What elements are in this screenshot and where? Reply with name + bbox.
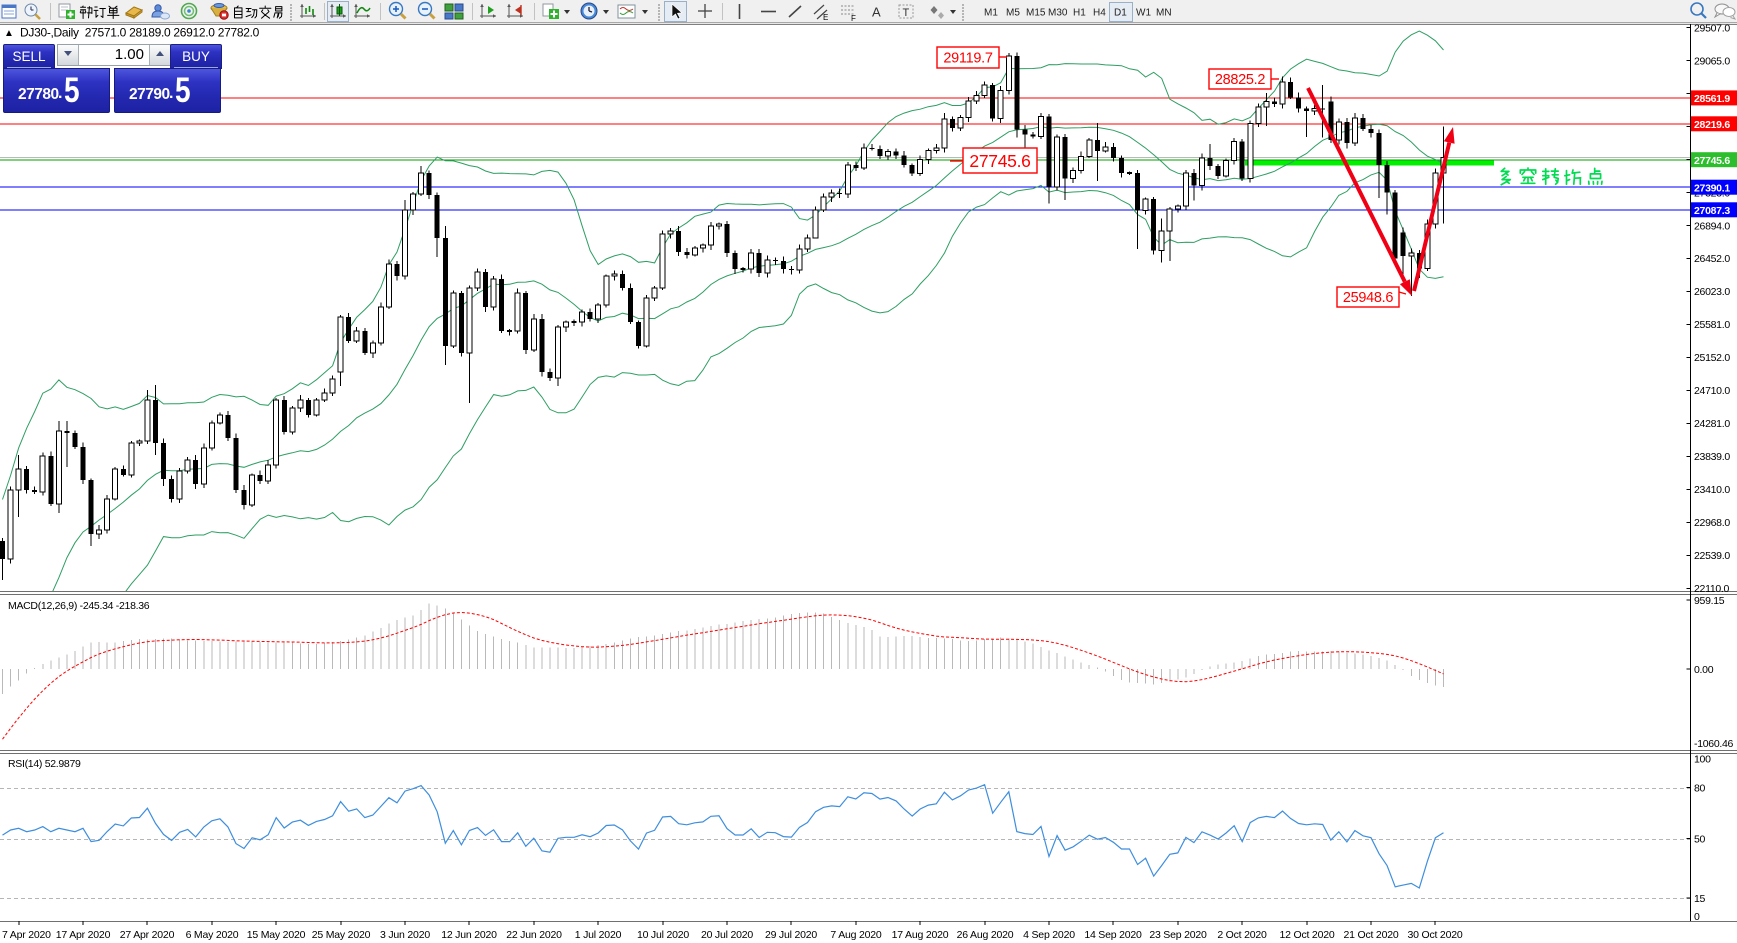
svg-text:T: T xyxy=(903,7,910,19)
svg-text:23 Sep 2020: 23 Sep 2020 xyxy=(1149,929,1207,941)
svg-text:28219.6: 28219.6 xyxy=(1694,119,1730,131)
svg-text:14 Sep 2020: 14 Sep 2020 xyxy=(1084,929,1142,941)
svg-text:25152.0: 25152.0 xyxy=(1694,352,1730,364)
svg-text:24710.0: 24710.0 xyxy=(1694,385,1730,397)
svg-text:▲: ▲ xyxy=(4,28,14,39)
svg-text:2 Oct 2020: 2 Oct 2020 xyxy=(1217,929,1267,941)
svg-text:15: 15 xyxy=(1694,893,1706,905)
svg-text:22968.0: 22968.0 xyxy=(1694,517,1730,529)
svg-text:23839.0: 23839.0 xyxy=(1694,451,1730,463)
svg-text:RSI(14) 52.9879: RSI(14) 52.9879 xyxy=(8,758,81,770)
svg-text:0: 0 xyxy=(1694,911,1700,923)
svg-text:100: 100 xyxy=(1694,754,1711,766)
svg-text:A: A xyxy=(872,5,881,20)
svg-text:22539.0: 22539.0 xyxy=(1694,550,1730,562)
svg-text:27087.3: 27087.3 xyxy=(1694,205,1730,217)
svg-text:15 May 2020: 15 May 2020 xyxy=(247,929,306,941)
svg-text:25948.6: 25948.6 xyxy=(1343,290,1394,306)
svg-text:24281.0: 24281.0 xyxy=(1694,418,1730,430)
svg-text:12 Jun 2020: 12 Jun 2020 xyxy=(441,929,497,941)
svg-text:26023.0: 26023.0 xyxy=(1694,286,1730,298)
svg-text:25 May 2020: 25 May 2020 xyxy=(312,929,371,941)
svg-text:1 Jul 2020: 1 Jul 2020 xyxy=(575,929,622,941)
svg-text:17 Aug 2020: 17 Aug 2020 xyxy=(892,929,949,941)
svg-text:H1: H1 xyxy=(1073,8,1086,19)
svg-text:29 Jul 2020: 29 Jul 2020 xyxy=(765,929,817,941)
svg-text:26 Aug 2020: 26 Aug 2020 xyxy=(957,929,1014,941)
svg-text:50: 50 xyxy=(1694,834,1706,846)
svg-text:23410.0: 23410.0 xyxy=(1694,484,1730,496)
svg-text:7 Apr 2020: 7 Apr 2020 xyxy=(2,929,51,941)
svg-text:22110.0: 22110.0 xyxy=(1694,583,1730,595)
svg-text:29065.0: 29065.0 xyxy=(1694,55,1730,67)
svg-text:D1: D1 xyxy=(1114,8,1127,19)
svg-text:26452.0: 26452.0 xyxy=(1694,253,1730,265)
svg-text:22 Jun 2020: 22 Jun 2020 xyxy=(506,929,562,941)
svg-text:27745.6: 27745.6 xyxy=(1694,155,1730,167)
svg-text:20 Jul 2020: 20 Jul 2020 xyxy=(701,929,753,941)
svg-text:10 Jul 2020: 10 Jul 2020 xyxy=(637,929,689,941)
svg-text:17 Apr 2020: 17 Apr 2020 xyxy=(56,929,111,941)
svg-text:21 Oct 2020: 21 Oct 2020 xyxy=(1343,929,1398,941)
svg-text:27 Apr 2020: 27 Apr 2020 xyxy=(120,929,175,941)
svg-text:25581.0: 25581.0 xyxy=(1694,319,1730,331)
svg-text:F: F xyxy=(851,14,856,23)
svg-text:H4: H4 xyxy=(1093,8,1106,19)
svg-text:0.00: 0.00 xyxy=(1694,664,1714,676)
svg-text:12 Oct 2020: 12 Oct 2020 xyxy=(1279,929,1334,941)
svg-text:27390.1: 27390.1 xyxy=(1694,182,1730,194)
svg-text:W1: W1 xyxy=(1136,8,1151,19)
svg-text:-1060.46: -1060.46 xyxy=(1694,738,1734,750)
svg-text:M15: M15 xyxy=(1026,8,1046,19)
svg-text:29119.7: 29119.7 xyxy=(943,51,992,67)
svg-text:80: 80 xyxy=(1694,783,1706,795)
svg-text:30 Oct 2020: 30 Oct 2020 xyxy=(1407,929,1462,941)
svg-text:959.15: 959.15 xyxy=(1694,595,1725,607)
svg-text:26894.0: 26894.0 xyxy=(1694,220,1730,232)
svg-text:E: E xyxy=(823,13,828,22)
svg-text:29507.0: 29507.0 xyxy=(1694,22,1730,34)
svg-text:28825.2: 28825.2 xyxy=(1215,72,1266,88)
svg-text:7 Aug 2020: 7 Aug 2020 xyxy=(830,929,881,941)
svg-text:MN: MN xyxy=(1156,8,1172,19)
svg-text:MACD(12,26,9) -245.34 -218.36: MACD(12,26,9) -245.34 -218.36 xyxy=(8,600,150,612)
svg-text:27745.6: 27745.6 xyxy=(969,151,1030,171)
svg-text:DJ30-,Daily 27571.0 28189.0 2: DJ30-,Daily 27571.0 28189.0 26912.0 2778… xyxy=(20,26,260,40)
svg-text:6 May 2020: 6 May 2020 xyxy=(186,929,239,941)
svg-text:M5: M5 xyxy=(1006,8,1020,19)
svg-text:M30: M30 xyxy=(1048,8,1068,19)
svg-text:4 Sep 2020: 4 Sep 2020 xyxy=(1023,929,1075,941)
svg-text:3 Jun 2020: 3 Jun 2020 xyxy=(380,929,430,941)
svg-text:28561.9: 28561.9 xyxy=(1694,93,1730,105)
svg-text:M1: M1 xyxy=(984,8,998,19)
